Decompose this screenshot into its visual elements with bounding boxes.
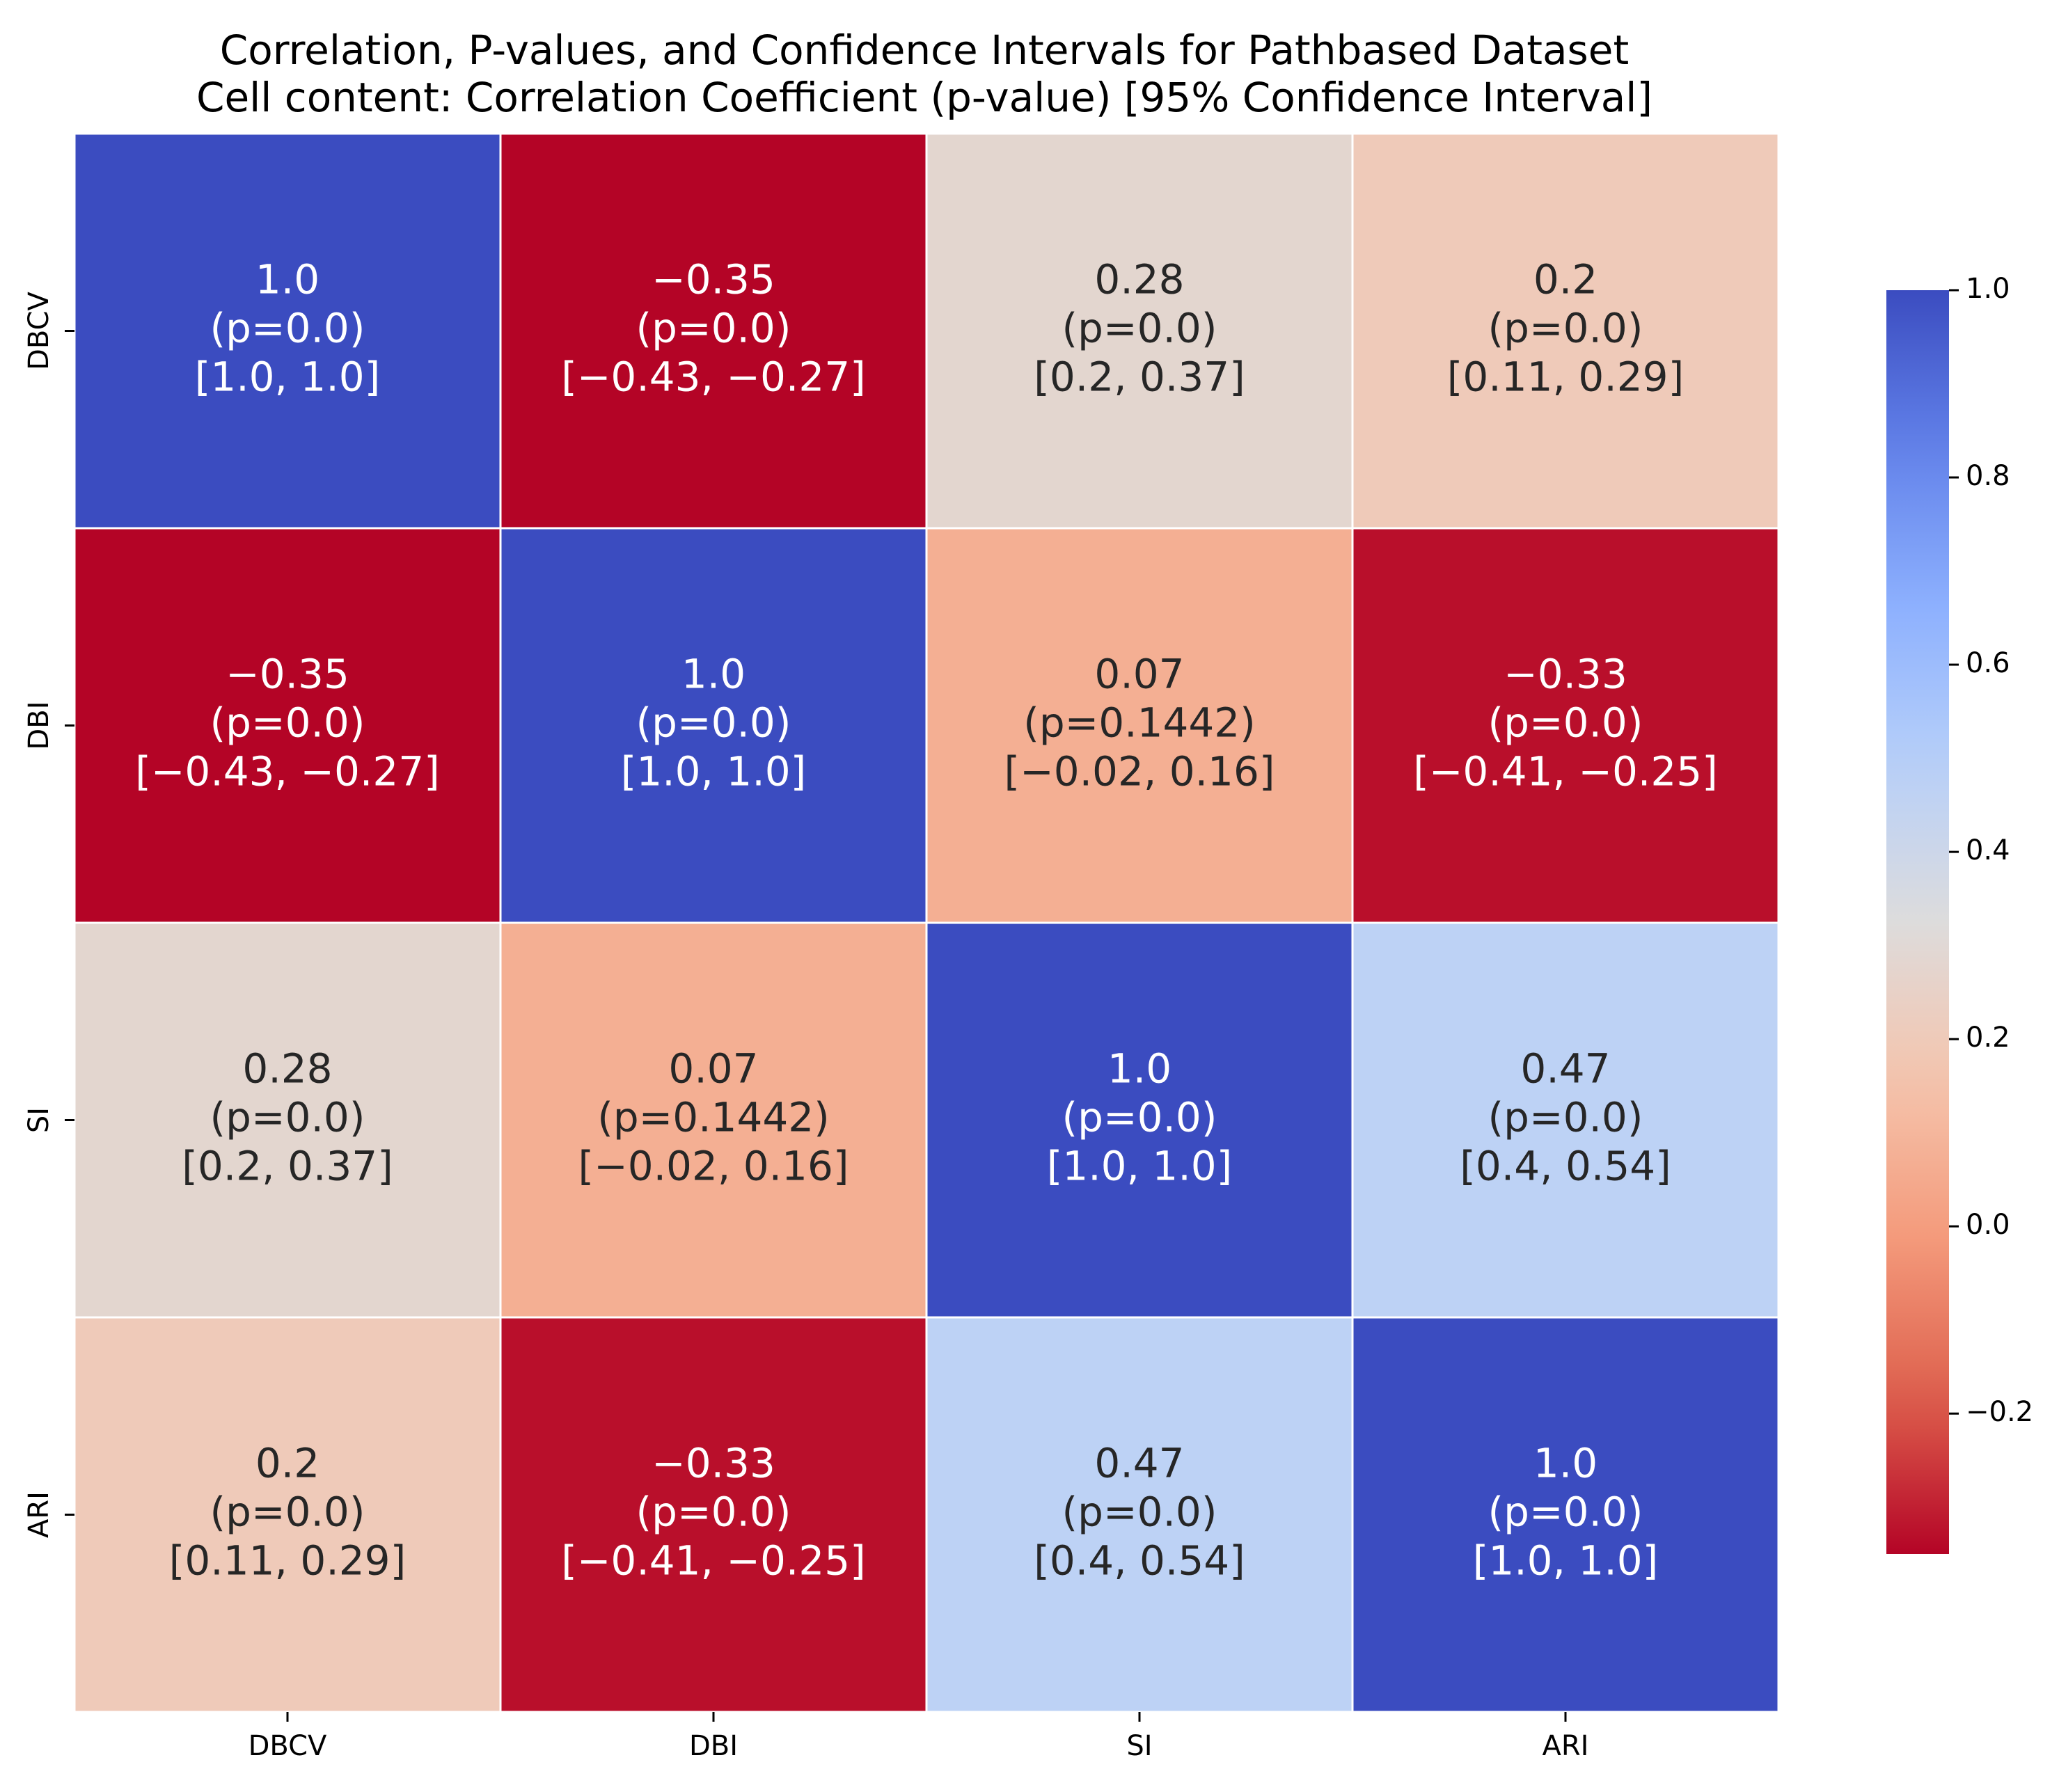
colorbar-tick-label: 0.4 [1966, 834, 2010, 866]
cell-pvalue-label: (p=0.0) [1062, 305, 1217, 352]
cell-ci-label: [1.0, 1.0] [1047, 1143, 1233, 1190]
cell-pvalue-label: (p=0.0) [636, 699, 791, 747]
cell-value-label: 0.2 [1533, 256, 1598, 303]
colorbar: 1.0 0.8 0.6 0.4 0.2 0.0 −0.2 [1886, 273, 2033, 1554]
heatmap-cell [499, 132, 928, 530]
cell-ci-label: [−0.02, 0.16] [578, 1143, 849, 1190]
x-axis: DBCV DBI SI ARI [248, 1712, 1589, 1762]
cell-pvalue-label: (p=0.0) [210, 1094, 365, 1141]
cell-value-label: −0.35 [652, 256, 775, 303]
colorbar-gradient [1886, 290, 1949, 1554]
cell-pvalue-label: (p=0.1442) [597, 1094, 830, 1141]
heatmap-cell [1351, 527, 1780, 924]
cell-value-label: 0.07 [668, 1045, 758, 1093]
cell-ci-label: [−0.41, −0.25] [1413, 748, 1718, 795]
x-tick-label: ARI [1543, 1730, 1589, 1762]
cell-pvalue-label: (p=0.0) [210, 699, 365, 747]
heatmap-cell [499, 527, 928, 924]
heatmap-cell [925, 1316, 1354, 1713]
cell-value-label: 0.28 [242, 1045, 332, 1093]
cell-pvalue-label: (p=0.0) [210, 305, 365, 352]
cell-pvalue-label: (p=0.0) [1488, 1094, 1643, 1141]
cell-ci-label: [−0.43, −0.27] [135, 748, 440, 795]
cell-value-label: 1.0 [1533, 1440, 1598, 1487]
y-tick-label: ARI [23, 1491, 55, 1538]
cell-value-label: 0.47 [1094, 1440, 1184, 1487]
cell-pvalue-label: (p=0.0) [636, 305, 791, 352]
cell-pvalue-label: (p=0.1442) [1023, 699, 1256, 747]
cell-ci-label: [1.0, 1.0] [195, 354, 381, 401]
cell-value-label: 0.2 [255, 1440, 320, 1487]
colorbar-tick-label: 0.0 [1966, 1209, 2010, 1241]
cell-value-label: 1.0 [1107, 1045, 1172, 1093]
cell-value-label: 1.0 [255, 256, 320, 303]
cell-pvalue-label: (p=0.0) [1062, 1094, 1217, 1141]
heatmap-cell [925, 527, 1354, 924]
colorbar-tick-label: 0.6 [1966, 647, 2010, 679]
cell-ci-label: [0.11, 0.29] [1447, 354, 1684, 401]
y-tick-label: DBCV [23, 291, 55, 370]
cell-value-label: 1.0 [681, 651, 746, 698]
cell-ci-label: [0.2, 0.37] [1034, 354, 1245, 401]
cell-value-label: −0.33 [652, 1440, 775, 1487]
cell-value-label: −0.35 [226, 651, 349, 698]
x-tick-label: DBCV [248, 1730, 327, 1762]
heatmap-cell [73, 132, 502, 530]
colorbar-tick-label: 0.8 [1966, 460, 2010, 492]
cell-ci-label: [0.4, 0.54] [1460, 1143, 1671, 1190]
cell-pvalue-label: (p=0.0) [1488, 305, 1643, 352]
cell-ci-label: [1.0, 1.0] [621, 748, 807, 795]
heatmap-cell [499, 1316, 928, 1713]
cell-ci-label: [0.2, 0.37] [182, 1143, 393, 1190]
heatmap-cells: 1.0(p=0.0)[1.0, 1.0]−0.35(p=0.0)[−0.43, … [73, 132, 1780, 1713]
cell-ci-label: [−0.41, −0.25] [561, 1537, 866, 1585]
heatmap-cell [925, 132, 1354, 530]
colorbar-tick-label: 0.2 [1966, 1022, 2010, 1054]
chart-subtitle: Cell content: Correlation Coefficient (p… [196, 74, 1652, 121]
cell-pvalue-label: (p=0.0) [210, 1489, 365, 1536]
cell-value-label: 0.07 [1094, 651, 1184, 698]
heatmap-cell [73, 1316, 502, 1713]
colorbar-tick-label: −0.2 [1966, 1396, 2033, 1428]
chart-title: Correlation, P-values, and Confidence In… [220, 26, 1629, 74]
cell-value-label: 0.47 [1520, 1045, 1610, 1093]
cell-value-label: −0.33 [1504, 651, 1627, 698]
heatmap-cell [73, 527, 502, 924]
y-axis: DBCV DBI SI ARI [23, 291, 74, 1538]
heatmap-cell [499, 921, 928, 1319]
cell-pvalue-label: (p=0.0) [1488, 699, 1643, 747]
y-tick-label: DBI [23, 701, 55, 750]
heatmap-cell [1351, 921, 1780, 1319]
colorbar-tick-label: 1.0 [1966, 273, 2010, 305]
cell-ci-label: [0.4, 0.54] [1034, 1537, 1245, 1585]
cell-pvalue-label: (p=0.0) [1488, 1489, 1643, 1536]
cell-ci-label: [0.11, 0.29] [169, 1537, 406, 1585]
cell-pvalue-label: (p=0.0) [636, 1489, 791, 1536]
heatmap-cell [1351, 1316, 1780, 1713]
cell-ci-label: [−0.02, 0.16] [1004, 748, 1275, 795]
cell-ci-label: [−0.43, −0.27] [561, 354, 866, 401]
x-tick-label: SI [1126, 1730, 1152, 1762]
cell-value-label: 0.28 [1094, 256, 1184, 303]
cell-ci-label: [1.0, 1.0] [1473, 1537, 1659, 1585]
x-tick-label: DBI [689, 1730, 738, 1762]
cell-pvalue-label: (p=0.0) [1062, 1489, 1217, 1536]
y-tick-label: SI [23, 1107, 55, 1133]
heatmap-cell [1351, 132, 1780, 530]
